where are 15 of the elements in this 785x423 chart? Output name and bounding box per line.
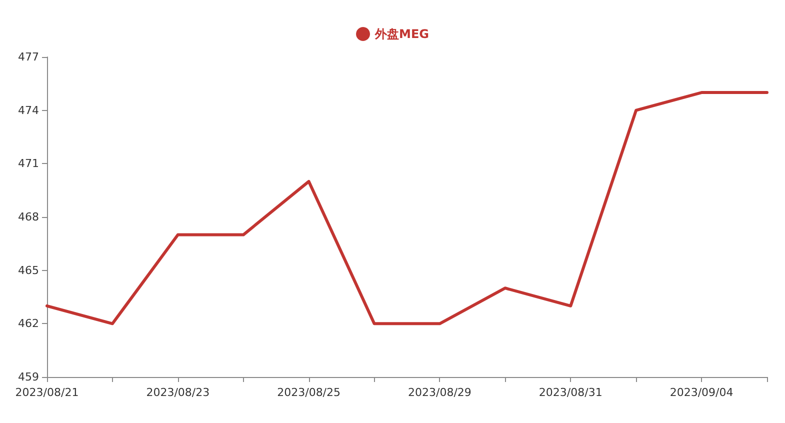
line-series [46,91,768,326]
y-tick-label: 474 [18,104,39,117]
y-tick-label: 477 [18,50,39,64]
legend-label: 外盘MEG [374,27,430,41]
y-tick-label: 462 [18,317,39,330]
x-tick-label: 2023/08/23 [146,386,210,399]
x-tick-label: 2023/09/04 [670,386,734,399]
y-tick-label: 465 [18,264,39,277]
x-tick-label: 2023/08/29 [408,386,472,399]
y-tick-label: 459 [18,370,39,384]
x-tick-label: 2023/08/31 [538,386,602,399]
x-tick-label: 2023/08/21 [15,386,79,399]
y-tick-label: 471 [18,157,39,170]
x-tick-label: 2023/08/25 [277,386,341,399]
y-tick-label: 468 [18,210,39,224]
